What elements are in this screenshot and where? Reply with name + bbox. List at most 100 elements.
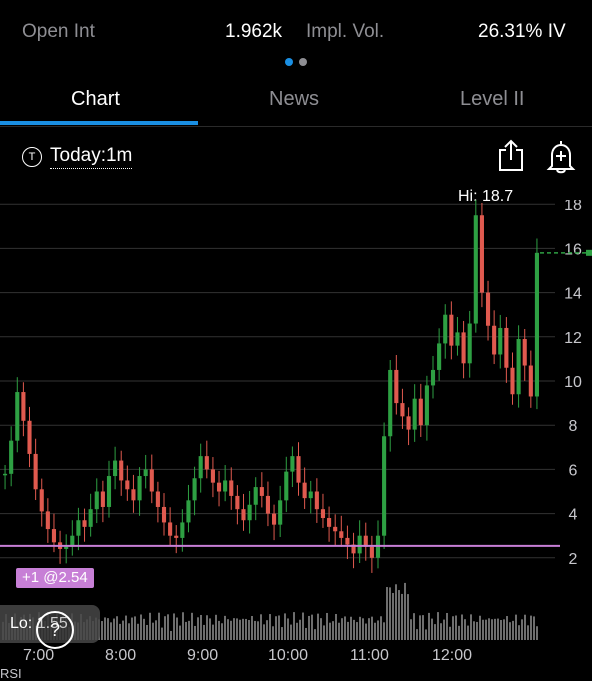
candle-body: [455, 332, 460, 346]
volume-bar: [338, 622, 340, 640]
candle-body: [265, 495, 270, 514]
volume-bar: [260, 614, 262, 640]
volume-bar: [377, 620, 379, 640]
volume-bar: [395, 584, 397, 640]
volume-bar: [455, 615, 457, 640]
volume-bar: [308, 615, 310, 640]
volume-bar: [239, 619, 241, 640]
volume-bar: [467, 625, 469, 640]
volume-bar: [293, 612, 295, 640]
volume-bar: [461, 614, 463, 640]
candle-body: [64, 546, 69, 549]
volume-bar: [158, 612, 160, 640]
volume-bar: [344, 616, 346, 640]
volume-bar: [503, 619, 505, 640]
volume-bar: [515, 614, 517, 640]
volume-bar: [161, 627, 163, 640]
volume-bar: [527, 625, 529, 640]
candle-body: [247, 504, 252, 521]
volume-bar: [353, 619, 355, 640]
volume-bar: [398, 590, 400, 640]
volume-bar: [248, 620, 250, 640]
volume-bar: [281, 627, 283, 640]
volume-bar: [326, 612, 328, 640]
y-tick-label: 6: [569, 462, 578, 479]
candle-body: [467, 323, 472, 364]
position-tag[interactable]: +1 @2.54: [16, 568, 94, 588]
time-range-label[interactable]: Today:1m: [50, 145, 133, 169]
stats-bar: Open Int 1.962k Impl. Vol. 26.31% IV: [0, 0, 592, 50]
candle-body: [180, 522, 185, 538]
volume-bar: [512, 620, 514, 640]
candle-body: [320, 509, 326, 519]
volume-bar: [146, 624, 148, 640]
volume-bar: [290, 624, 292, 640]
volume-bar: [479, 615, 481, 640]
volume-bar: [299, 619, 301, 640]
candle-body: [400, 403, 405, 417]
volume-bar: [185, 621, 187, 640]
candle-body: [357, 535, 362, 554]
time-range-icon: T: [22, 147, 42, 167]
candle-body: [369, 546, 374, 558]
active-tab-indicator: [0, 121, 198, 125]
candle-body: [168, 522, 173, 536]
volume-bar: [116, 616, 118, 640]
y-tick-label: 18: [564, 200, 582, 214]
tab-news[interactable]: News: [269, 88, 320, 110]
last-price-marker: [586, 249, 592, 256]
volume-bar: [140, 614, 142, 640]
page-dot-active[interactable]: [285, 58, 293, 66]
volume-bar: [296, 622, 298, 640]
candle-body: [528, 365, 533, 397]
candle-body: [253, 487, 258, 505]
volume-bar: [227, 619, 229, 640]
volume-bar: [332, 621, 334, 640]
candle-body: [412, 398, 417, 430]
volume-bar: [410, 619, 412, 640]
candle-body: [100, 491, 105, 507]
volume-bar: [359, 616, 361, 640]
page-indicator[interactable]: [285, 53, 309, 71]
volume-bar: [122, 620, 124, 640]
candle-body: [82, 520, 87, 527]
candle-body: [51, 529, 57, 543]
candle-body: [88, 509, 93, 527]
help-icon[interactable]: ?: [36, 611, 74, 649]
bell-plus-icon[interactable]: [546, 138, 576, 179]
volume-bar: [428, 612, 430, 640]
volume-bar: [254, 620, 256, 640]
volume-bar: [314, 629, 316, 640]
volume-bar: [335, 613, 337, 640]
volume-bar: [374, 622, 376, 640]
candle-body: [125, 480, 130, 490]
volume-bar: [209, 618, 211, 640]
candle-body: [137, 476, 142, 501]
volume-bar: [320, 618, 322, 640]
x-tick-label: 7:00: [23, 647, 55, 664]
volume-bar: [380, 616, 382, 640]
y-tick-label: 8: [569, 418, 578, 435]
candle-body: [113, 460, 118, 477]
volume-bar: [473, 621, 475, 640]
candle-body: [333, 526, 338, 532]
volume-bar: [425, 629, 427, 640]
tab-chart[interactable]: Chart: [71, 88, 120, 110]
candle-body: [272, 513, 277, 525]
candle-body: [235, 495, 240, 510]
candle-body: [210, 469, 215, 483]
volume-bar: [329, 622, 331, 640]
volume-bar: [128, 623, 130, 640]
candle-body: [161, 506, 167, 523]
volume-bar: [476, 621, 478, 640]
y-tick-label: 2: [569, 551, 578, 568]
time-range-selector[interactable]: T Today:1m: [22, 145, 133, 169]
candle-body: [522, 339, 527, 366]
tab-level-ii[interactable]: Level II: [460, 88, 525, 110]
volume-bar: [164, 616, 166, 640]
page-dot-inactive[interactable]: [299, 58, 308, 66]
share-icon[interactable]: [497, 138, 525, 177]
x-tick-label: 8:00: [105, 647, 137, 664]
volume-bar: [440, 623, 442, 640]
volume-bar: [365, 623, 367, 640]
